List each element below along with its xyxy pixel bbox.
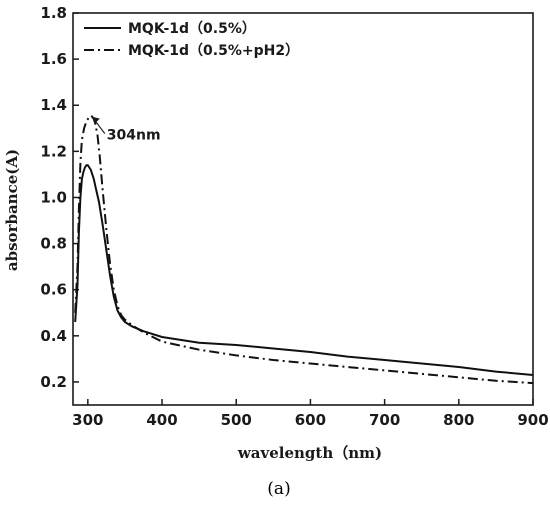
x-axis: 300 400 500 600 700 800 900: [72, 399, 549, 429]
plot-area: [72, 12, 534, 406]
y-tick-label: 1.8: [40, 4, 67, 22]
y-tick-label: 0.8: [40, 235, 67, 253]
legend-label-1: MQK-1d（0.5%）: [128, 21, 256, 37]
y-tick-label: 1.6: [40, 50, 67, 68]
series-line-2: [74, 114, 534, 385]
y-axis: 0.2 0.4 0.6 0.8 1.0 1.2 1.4 1.6 1.8: [40, 4, 79, 391]
x-tick-label: 800: [443, 411, 474, 429]
x-tick-label: 700: [369, 411, 400, 429]
x-tick-label: 600: [295, 411, 326, 429]
annotation-label: 304nm: [107, 128, 161, 144]
x-tick-label: 500: [221, 411, 252, 429]
series-layer: [74, 114, 534, 385]
legend: MQK-1d（0.5%） MQK-1d（0.5%+pH2）: [84, 21, 299, 59]
annotation-arrowhead: [91, 116, 100, 124]
y-tick-label: 0.6: [40, 281, 67, 299]
y-tick-label: 1.4: [40, 96, 67, 114]
x-axis-title: wavelength（nm): [237, 444, 382, 462]
series-line-1: [74, 164, 534, 376]
x-tick-label: 300: [72, 411, 103, 429]
y-tick-label: 0.4: [40, 327, 67, 345]
x-tick-label: 900: [517, 411, 548, 429]
legend-label-2: MQK-1d（0.5%+pH2）: [128, 43, 299, 59]
y-tick-label: 1.2: [40, 142, 67, 160]
annotation-layer: 304nm: [91, 116, 161, 144]
y-tick-label: 1.0: [40, 188, 67, 206]
y-tick-label: 0.2: [40, 373, 67, 391]
x-tick-label: 400: [146, 411, 177, 429]
y-axis-title: absorbance(A): [3, 149, 21, 271]
figure-caption: (a): [267, 479, 290, 499]
